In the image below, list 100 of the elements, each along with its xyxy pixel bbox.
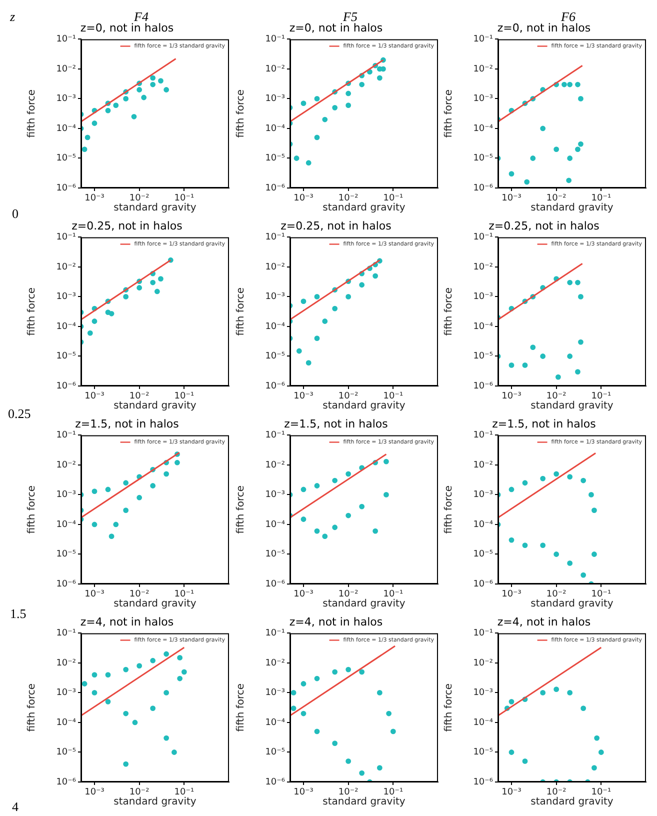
chart-title: z=4, not in halos — [497, 615, 591, 628]
x-axis-title: standard gravity — [322, 202, 406, 214]
text: 4 — [12, 799, 18, 814]
text: z — [10, 9, 16, 24]
y-tick-label: 10⁻⁵ — [265, 550, 286, 560]
x-tick-label: 10⁻¹ — [591, 788, 612, 798]
text: F5 — [343, 9, 358, 24]
chart-title: z=0, not in halos — [80, 21, 174, 34]
x-tick-label: 10⁻¹ — [591, 194, 612, 204]
x-tick-label: 10⁻³ — [84, 194, 105, 204]
y-tick-label: 10⁻⁶ — [56, 183, 76, 194]
x-tick-label: 10⁻¹ — [591, 392, 612, 402]
y-tick-label: 10⁻⁶ — [265, 183, 286, 194]
x-tick-label: 10⁻³ — [84, 392, 105, 402]
y-tick-label: 10⁻⁴ — [56, 520, 76, 530]
x-tick-label: 10⁻¹ — [174, 194, 194, 204]
y-tick-label: 10⁻⁵ — [265, 352, 286, 362]
chart-title: z=0, not in halos — [497, 21, 591, 34]
y-tick-label: 10⁻⁴ — [56, 718, 76, 728]
y-tick-label: 10⁻² — [265, 658, 286, 668]
y-tick-label: 10⁻¹ — [265, 232, 286, 243]
x-tick-label: 10⁻³ — [294, 788, 314, 798]
x-tick-label: 10⁻² — [129, 194, 150, 204]
text: F4 — [134, 9, 148, 24]
x-tick-label: 10⁻¹ — [591, 590, 612, 600]
y-tick-label: 10⁻⁴ — [265, 124, 286, 134]
x-tick-label: 10⁻³ — [84, 590, 105, 600]
y-tick-label: 10⁻⁶ — [473, 381, 494, 392]
chart-title: z=0.25, not in halos — [72, 219, 183, 232]
chart-title: z=4, not in halos — [80, 615, 174, 628]
y-tick-label: 10⁻¹ — [56, 628, 76, 639]
y-tick-label: 10⁻² — [56, 262, 76, 272]
y-tick-label: 10⁻³ — [56, 292, 76, 302]
y-tick-label: 10⁻³ — [265, 94, 286, 104]
y-tick-label: 10⁻³ — [265, 490, 286, 500]
y-tick-label: 10⁻² — [473, 64, 494, 74]
y-tick-label: 10⁻² — [56, 658, 76, 668]
y-tick-label: 10⁻² — [56, 460, 76, 470]
x-tick-label: 10⁻³ — [502, 788, 522, 798]
chart-title: z=1.5, not in halos — [492, 417, 596, 430]
y-tick-label: 10⁻⁵ — [56, 352, 76, 362]
y-tick-label: 10⁻⁵ — [473, 550, 494, 560]
y-tick-label: 10⁻³ — [56, 94, 76, 104]
y-axis-title: fifth force — [444, 89, 455, 138]
y-tick-label: 10⁻¹ — [265, 430, 286, 441]
y-axis-title: fifth force — [444, 485, 455, 534]
y-tick-label: 10⁻⁶ — [473, 183, 494, 194]
y-axis-title: fifth force — [26, 89, 38, 138]
x-axis-title: standard gravity — [114, 202, 196, 214]
y-tick-label: 10⁻¹ — [56, 34, 76, 45]
x-tick-label: 10⁻² — [546, 590, 567, 600]
y-axis-title: fifth force — [444, 287, 455, 336]
y-tick-label: 10⁻⁵ — [265, 154, 286, 164]
x-axis-title: standard gravity — [114, 796, 196, 808]
y-tick-label: 10⁻² — [265, 262, 286, 272]
text: F6 — [561, 9, 576, 24]
y-axis-title: fifth force — [236, 287, 247, 336]
y-tick-label: 10⁻² — [473, 460, 494, 470]
y-tick-label: 10⁻⁴ — [473, 322, 494, 332]
x-tick-label: 10⁻¹ — [174, 392, 194, 402]
x-axis-title: standard gravity — [530, 598, 614, 610]
y-tick-label: 10⁻⁵ — [56, 550, 76, 560]
y-tick-label: 10⁻³ — [473, 94, 494, 104]
y-tick-label: 10⁻⁶ — [265, 579, 286, 590]
x-axis-title: standard gravity — [530, 400, 614, 412]
x-tick-label: 10⁻³ — [294, 194, 314, 204]
chart-title: z=0.25, not in halos — [488, 219, 600, 232]
y-tick-label: 10⁻¹ — [473, 628, 494, 639]
x-tick-label: 10⁻¹ — [383, 788, 404, 798]
x-tick-label: 10⁻² — [129, 590, 150, 600]
x-tick-label: 10⁻³ — [84, 788, 105, 798]
x-tick-label: 10⁻¹ — [383, 590, 404, 600]
y-tick-label: 10⁻⁶ — [56, 777, 76, 788]
y-tick-label: 10⁻³ — [265, 292, 286, 302]
y-tick-label: 10⁻³ — [56, 490, 76, 500]
y-tick-label: 10⁻² — [265, 64, 286, 74]
x-axis-title: standard gravity — [530, 202, 614, 214]
y-tick-label: 10⁻¹ — [473, 232, 494, 243]
x-tick-label: 10⁻² — [546, 788, 567, 798]
x-tick-label: 10⁻³ — [502, 392, 522, 402]
y-tick-label: 10⁻⁵ — [473, 748, 494, 758]
y-tick-label: 10⁻⁵ — [56, 154, 76, 164]
y-tick-label: 10⁻¹ — [473, 34, 494, 45]
x-axis-title: standard gravity — [530, 796, 614, 808]
x-tick-label: 10⁻³ — [294, 590, 314, 600]
chart-title: z=0.25, not in halos — [280, 219, 392, 232]
y-axis-title: fifth force — [236, 89, 247, 138]
x-axis-title: standard gravity — [114, 400, 196, 412]
text: 0 — [12, 206, 18, 221]
x-tick-label: 10⁻² — [546, 392, 567, 402]
text: 1.5 — [10, 606, 26, 621]
y-tick-label: 10⁻⁴ — [265, 520, 286, 530]
x-tick-label: 10⁻² — [338, 590, 359, 600]
x-tick-label: 10⁻² — [546, 194, 567, 204]
x-axis-title: standard gravity — [114, 598, 196, 610]
x-tick-label: 10⁻³ — [502, 194, 522, 204]
y-tick-label: 10⁻² — [473, 262, 494, 272]
y-tick-label: 10⁻⁵ — [473, 352, 494, 362]
y-tick-label: 10⁻⁵ — [265, 748, 286, 758]
y-tick-label: 10⁻¹ — [473, 430, 494, 441]
